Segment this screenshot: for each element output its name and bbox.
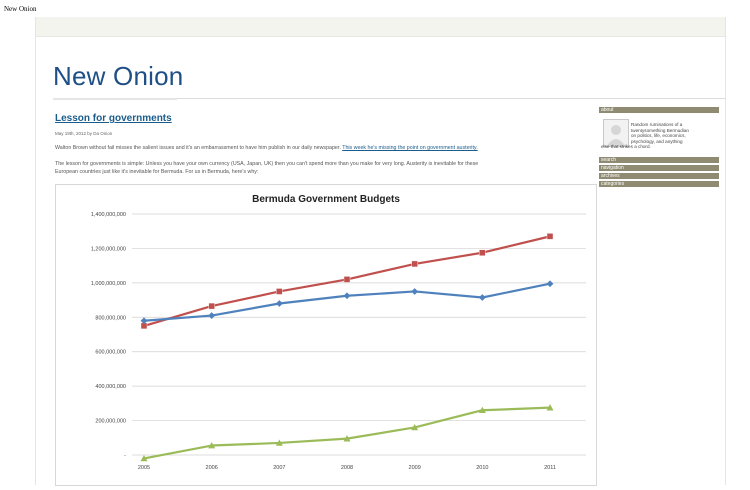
paragraph-1-text: Walton Brown without fail misses the sal…: [55, 145, 341, 151]
y-tick-label: -: [124, 453, 126, 459]
data-point: [276, 288, 283, 295]
post-paragraph-1: Walton Brown without fail misses the sal…: [55, 144, 595, 152]
data-point: [208, 442, 216, 449]
chart-title: Bermuda Government Budgets: [252, 194, 400, 205]
y-tick-label: 1,200,000,000: [91, 246, 126, 252]
post-title-link[interactable]: Lesson for governments: [55, 113, 172, 124]
sidebar-heading-categories[interactable]: categories: [599, 181, 719, 187]
header-divider: [53, 98, 725, 99]
data-point: [208, 302, 215, 310]
data-point: [343, 435, 351, 442]
sidebar-heading-archives[interactable]: archives: [599, 173, 719, 179]
header-divider-accent: [53, 98, 177, 100]
x-tick-label: 2008: [341, 465, 353, 471]
series-1: [140, 280, 554, 325]
series-line: [142, 406, 552, 460]
series-0: [140, 233, 554, 330]
browser-tab-title: New Onion: [4, 5, 37, 13]
x-tick-label: 2007: [273, 465, 285, 471]
page-frame: New Onion Lesson for governments May 19t…: [35, 17, 726, 486]
data-point: [208, 312, 216, 319]
data-point: [343, 276, 351, 283]
sidebar: about Random ruminations of a twentysome…: [599, 107, 719, 189]
about-line: twentysomething Bermudian: [631, 127, 689, 133]
austerity-article-link[interactable]: This week he's missing the point on gove…: [342, 145, 478, 151]
chart-x-tick-labels: 2005 2006 2007 2008 2009 2010 2011: [138, 465, 556, 471]
top-bar: [36, 17, 725, 37]
post-paragraph-2: The lesson for governments is simple: Un…: [55, 160, 595, 176]
sidebar-heading-about[interactable]: about: [599, 107, 719, 113]
data-point: [411, 423, 419, 431]
y-tick-label: 600,000,000: [95, 350, 126, 356]
data-point: [140, 317, 148, 325]
budget-chart: Bermuda Government Budgets - 200,000,000 4…: [55, 184, 597, 486]
about-line: on politics, life, economics,: [631, 133, 686, 138]
y-tick-label: 200,000,000: [95, 419, 126, 425]
x-tick-label: 2011: [544, 465, 556, 471]
about-line: else that strikes a chord.: [601, 144, 651, 149]
x-tick-label: 2009: [409, 465, 421, 471]
sidebar-heading-navigation[interactable]: navigation: [599, 165, 719, 171]
data-point: [478, 294, 486, 301]
y-tick-label: 800,000,000: [95, 315, 126, 321]
sidebar-heading-search[interactable]: search: [599, 157, 719, 163]
about-line: Random ruminations of a: [631, 122, 683, 127]
about-text: Random ruminations of a twentysomething …: [601, 122, 717, 150]
paragraph-2-line-1: The lesson for governments is simple: Un…: [55, 161, 479, 167]
y-tick-label: 1,000,000,000: [91, 281, 126, 287]
data-point: [478, 406, 486, 414]
series-2: [140, 404, 554, 462]
data-point: [275, 439, 283, 446]
data-point: [275, 300, 283, 307]
post-meta: May 19th, 2012 by Da Onion: [55, 131, 113, 136]
y-tick-label: 400,000,000: [95, 384, 126, 390]
about-box: Random ruminations of a twentysomething …: [599, 115, 719, 155]
site-title[interactable]: New Onion: [53, 61, 184, 91]
about-line: psychology, and anything: [631, 138, 683, 144]
chart-series: [140, 233, 554, 462]
chart-y-tick-labels: - 200,000,000 400,000,000 600,000,000 800,00…: [91, 212, 126, 459]
x-tick-label: 2010: [476, 465, 488, 471]
person-silhouette-icon: [607, 125, 625, 146]
data-point: [479, 249, 486, 256]
data-point: [140, 454, 148, 462]
chart-gridlines: [132, 213, 586, 456]
data-point: [546, 233, 554, 240]
y-tick-label: 1,400,000,000: [91, 212, 126, 218]
paragraph-2-line-2: European countries just like it's inevit…: [55, 169, 259, 175]
budget-chart-svg: Bermuda Government Budgets - 200,000,000 4…: [91, 194, 586, 471]
data-point: [343, 292, 351, 300]
data-point: [546, 280, 554, 288]
x-tick-label: 2006: [206, 465, 218, 471]
avatar: [603, 119, 629, 147]
data-point: [546, 404, 554, 411]
series-line: [142, 282, 552, 322]
x-tick-label: 2005: [138, 465, 150, 471]
data-point: [411, 288, 419, 295]
data-point: [411, 260, 418, 268]
